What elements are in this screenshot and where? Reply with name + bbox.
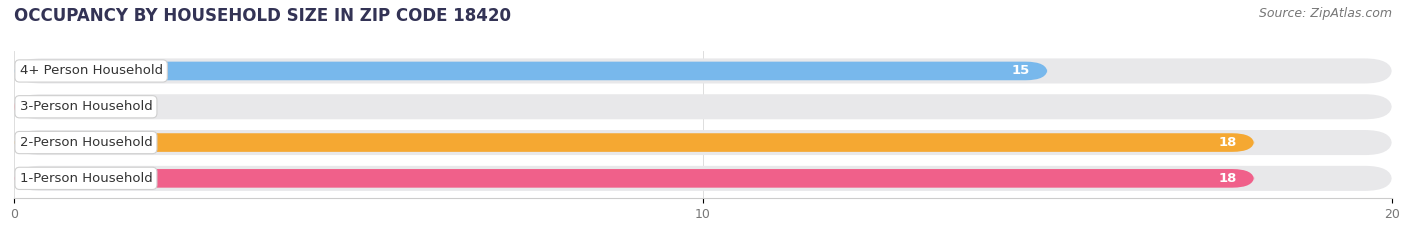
Text: Source: ZipAtlas.com: Source: ZipAtlas.com [1258, 7, 1392, 20]
Text: OCCUPANCY BY HOUSEHOLD SIZE IN ZIP CODE 18420: OCCUPANCY BY HOUSEHOLD SIZE IN ZIP CODE … [14, 7, 510, 25]
FancyBboxPatch shape [14, 62, 1047, 80]
FancyBboxPatch shape [14, 94, 1392, 119]
FancyBboxPatch shape [14, 130, 1392, 155]
FancyBboxPatch shape [14, 166, 1392, 191]
FancyBboxPatch shape [14, 133, 1254, 152]
Text: 2-Person Household: 2-Person Household [20, 136, 152, 149]
Text: 18: 18 [1219, 172, 1237, 185]
FancyBboxPatch shape [14, 97, 97, 116]
FancyBboxPatch shape [14, 58, 1392, 83]
Text: 18: 18 [1219, 136, 1237, 149]
Text: 4+ Person Household: 4+ Person Household [20, 65, 163, 77]
Text: 0: 0 [107, 100, 115, 113]
Text: 3-Person Household: 3-Person Household [20, 100, 152, 113]
Text: 1-Person Household: 1-Person Household [20, 172, 152, 185]
Text: 15: 15 [1012, 65, 1031, 77]
FancyBboxPatch shape [14, 169, 1254, 188]
